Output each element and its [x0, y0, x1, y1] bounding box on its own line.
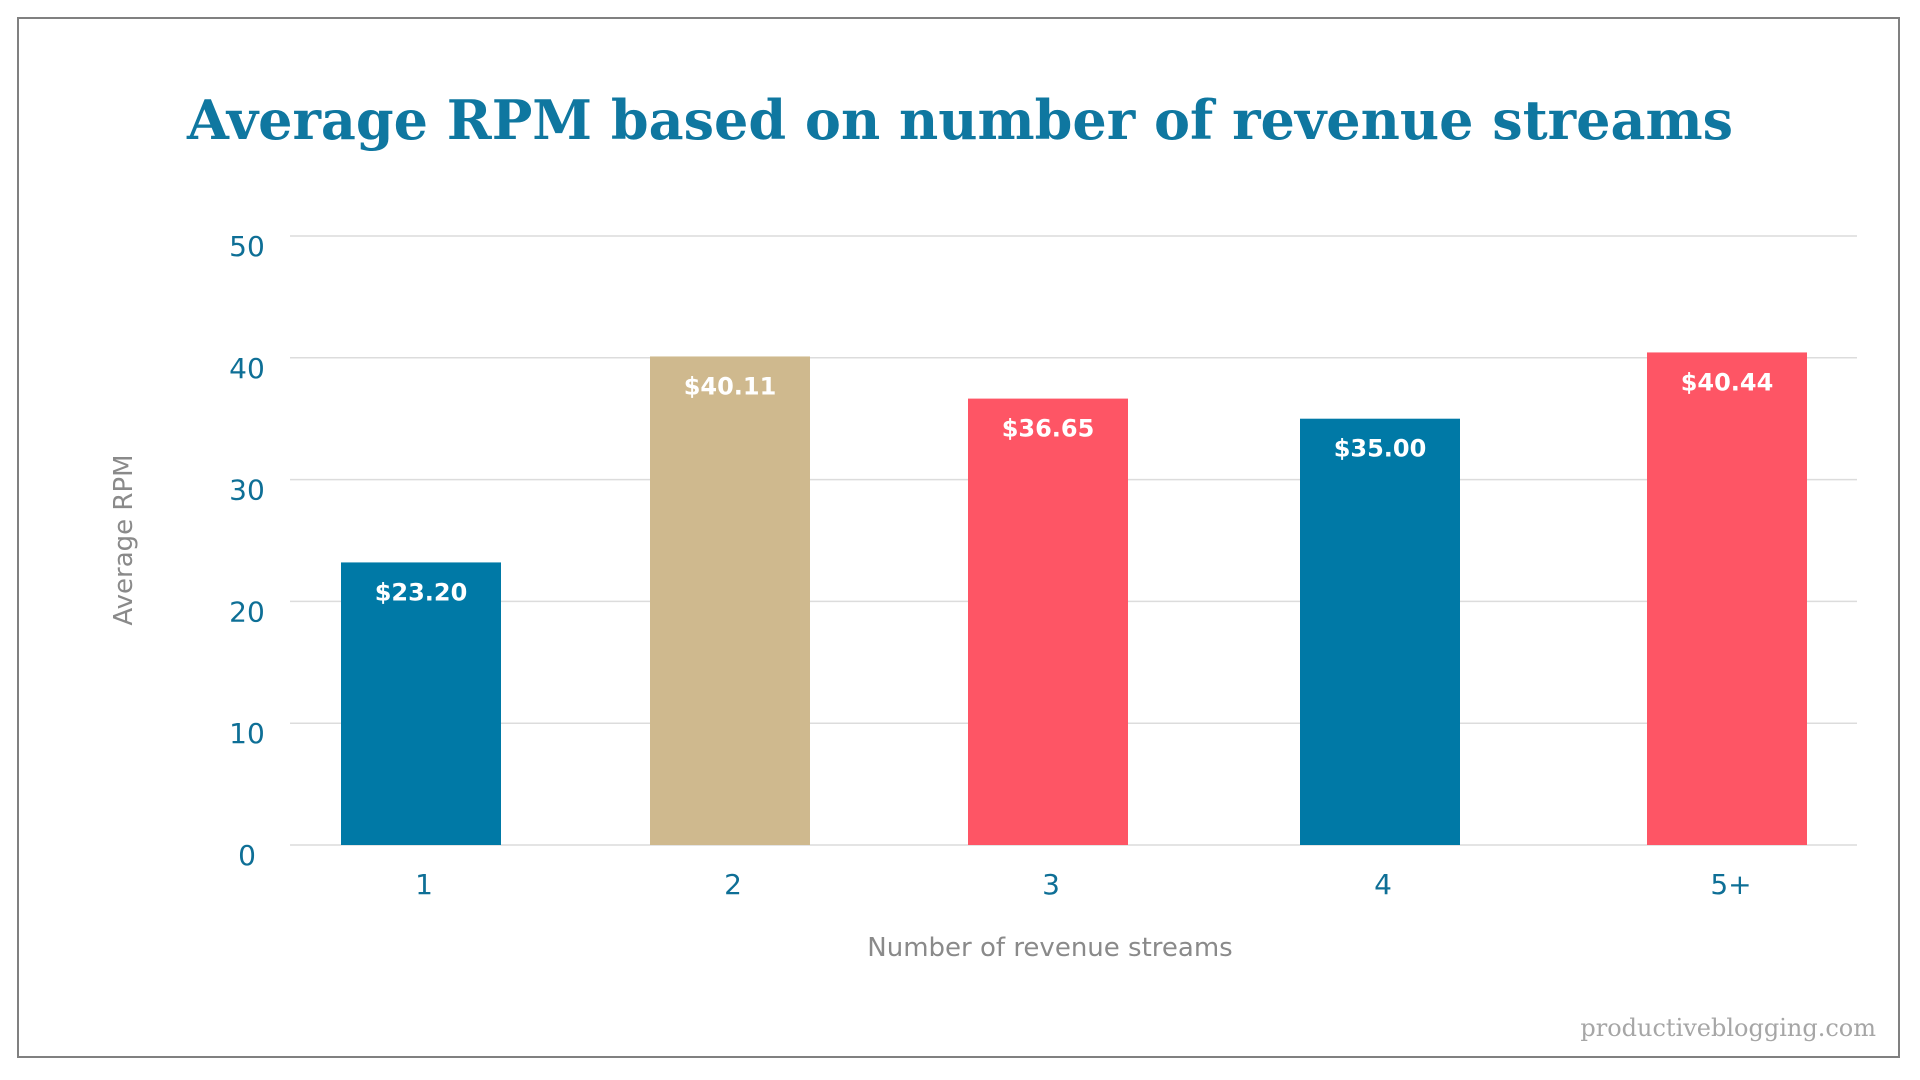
bar [1647, 352, 1807, 845]
chart-frame [17, 17, 1900, 1058]
chart-title: Average RPM based on number of revenue s… [187, 88, 1733, 152]
bar [341, 562, 501, 845]
watermark: productiveblogging.com [1580, 1014, 1876, 1042]
data-label: $35.00 [1334, 435, 1427, 463]
bar [650, 356, 810, 845]
bar [1300, 418, 1460, 845]
x-tick-label: 2 [724, 868, 742, 901]
y-tick-label: 20 [229, 595, 265, 628]
y-tick-label: 10 [229, 717, 265, 750]
data-label: $40.11 [684, 372, 777, 400]
data-label: $23.20 [375, 578, 468, 606]
x-tick-label: 4 [1374, 868, 1392, 901]
bar [968, 398, 1128, 845]
x-tick-label: 3 [1042, 868, 1060, 901]
data-label: $36.65 [1002, 415, 1095, 443]
data-label: $40.44 [1681, 368, 1774, 396]
y-tick-label: 30 [229, 474, 265, 507]
y-axis-title: Average RPM [109, 454, 139, 625]
x-tick-label: 1 [415, 868, 433, 901]
x-tick-label: 5+ [1710, 868, 1751, 901]
y-tick-label: 40 [229, 352, 265, 385]
x-axis-title: Number of revenue streams [867, 933, 1232, 963]
y-tick-label: 50 [229, 230, 265, 263]
y-tick-label: 0 [238, 839, 256, 872]
